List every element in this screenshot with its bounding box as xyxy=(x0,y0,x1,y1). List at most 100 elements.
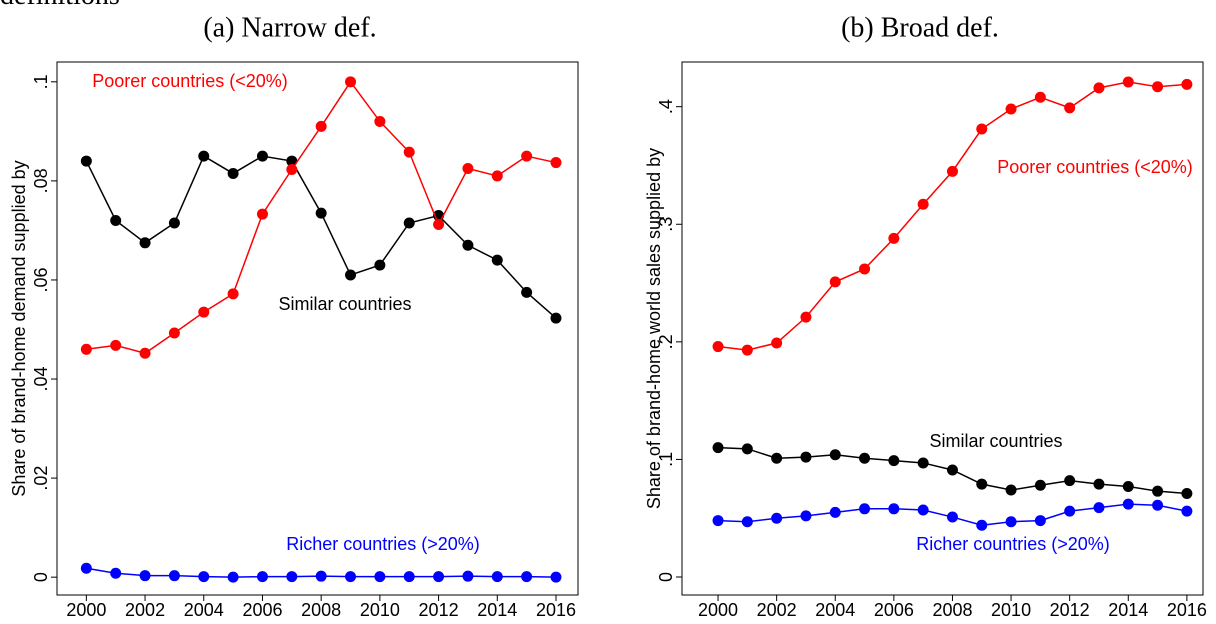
point xyxy=(462,163,474,175)
x-tick-label: 2006 xyxy=(242,600,282,620)
point xyxy=(491,571,503,583)
point xyxy=(1034,515,1046,527)
point xyxy=(1005,516,1017,528)
point xyxy=(345,269,357,281)
point xyxy=(888,455,900,467)
panel-title: (a) Narrow def. xyxy=(203,12,376,43)
point xyxy=(403,146,415,158)
point xyxy=(139,570,151,582)
point xyxy=(1034,479,1046,491)
y-tick-label: .1 xyxy=(31,74,51,89)
point xyxy=(800,510,812,522)
x-tick-label: 2006 xyxy=(874,600,914,620)
point xyxy=(859,263,871,275)
point xyxy=(1005,484,1017,496)
point xyxy=(374,115,386,127)
point xyxy=(1181,505,1193,517)
point xyxy=(110,567,122,579)
point xyxy=(1093,478,1105,490)
point xyxy=(256,208,268,220)
point xyxy=(80,155,92,167)
point xyxy=(110,339,122,351)
y-tick-label: .1 xyxy=(656,452,676,467)
point xyxy=(1064,102,1076,114)
point xyxy=(946,511,958,523)
point xyxy=(521,150,533,162)
point xyxy=(345,76,357,88)
point xyxy=(1122,76,1134,88)
y-tick-label: .2 xyxy=(656,334,676,349)
point xyxy=(1093,502,1105,514)
point xyxy=(227,571,239,583)
y-tick-label: .08 xyxy=(31,168,51,193)
point xyxy=(198,150,210,162)
panel-title: (b) Broad def. xyxy=(841,12,999,43)
point xyxy=(433,218,445,230)
y-tick-label: .4 xyxy=(656,99,676,114)
series-label: Similar countries xyxy=(278,294,411,314)
point xyxy=(433,571,445,583)
point xyxy=(1152,81,1164,93)
point xyxy=(315,570,327,582)
y-tick-label: 0 xyxy=(31,572,51,582)
series-label: Richer countries (>20%) xyxy=(286,534,480,554)
point xyxy=(888,232,900,244)
point xyxy=(110,215,122,227)
point xyxy=(800,451,812,463)
point xyxy=(917,457,929,469)
point xyxy=(345,571,357,583)
x-tick-label: 2016 xyxy=(1167,600,1207,620)
point xyxy=(976,123,988,135)
point xyxy=(946,464,958,476)
point xyxy=(139,347,151,359)
point xyxy=(771,452,783,464)
x-tick-label: 2012 xyxy=(419,600,459,620)
point xyxy=(712,341,724,353)
x-tick-label: 2002 xyxy=(125,600,165,620)
point xyxy=(198,571,210,583)
point xyxy=(286,163,298,175)
point xyxy=(771,337,783,349)
point xyxy=(829,276,841,288)
point xyxy=(917,198,929,210)
x-tick-label: 2000 xyxy=(698,600,738,620)
x-tick-label: 2008 xyxy=(301,600,341,620)
point xyxy=(1181,488,1193,500)
point xyxy=(550,571,562,583)
point xyxy=(1152,485,1164,497)
point xyxy=(976,478,988,490)
y-tick-label: .3 xyxy=(656,217,676,232)
point xyxy=(1064,505,1076,517)
series-label: Similar countries xyxy=(929,431,1062,451)
y-tick-label: .06 xyxy=(31,267,51,292)
point xyxy=(712,442,724,454)
point xyxy=(286,571,298,583)
point xyxy=(256,150,268,162)
point xyxy=(1181,78,1193,90)
x-tick-label: 2004 xyxy=(815,600,855,620)
point xyxy=(168,570,180,582)
point xyxy=(741,443,753,455)
point xyxy=(462,239,474,251)
point xyxy=(227,167,239,179)
point xyxy=(491,254,503,266)
point xyxy=(403,571,415,583)
y-tick-label: 0 xyxy=(656,572,676,582)
point xyxy=(139,237,151,249)
point xyxy=(256,571,268,583)
x-tick-label: 2008 xyxy=(932,600,972,620)
point xyxy=(168,217,180,229)
point xyxy=(286,155,298,167)
point xyxy=(859,503,871,515)
point xyxy=(374,259,386,271)
point xyxy=(976,519,988,531)
point xyxy=(888,503,900,515)
point xyxy=(521,571,533,583)
point xyxy=(491,170,503,182)
point xyxy=(462,570,474,582)
header: definitions xyxy=(0,0,120,11)
point xyxy=(374,571,386,583)
point xyxy=(198,306,210,318)
point xyxy=(1064,475,1076,487)
